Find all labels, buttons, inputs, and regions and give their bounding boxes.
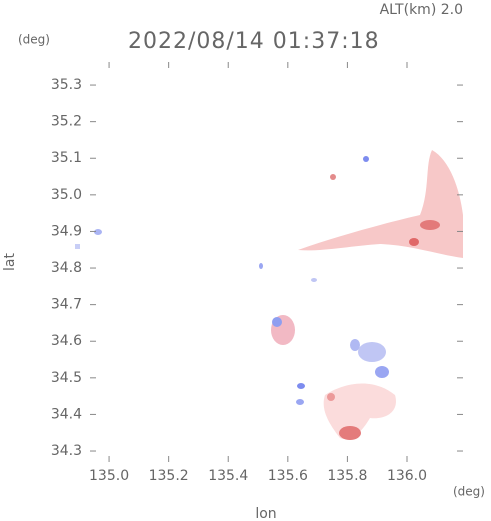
echo-cell (330, 174, 336, 180)
y-tick-label: 34.8 (51, 260, 82, 276)
y-tick-label: 34.9 (51, 223, 82, 239)
x-tick-label: 135.2 (149, 468, 189, 484)
echo-core (409, 238, 419, 246)
echo-cell (297, 383, 305, 389)
y-tick-label: 34.5 (51, 370, 82, 386)
echo-cell (296, 399, 304, 405)
y-unit: (deg) (18, 33, 50, 47)
echo-cell (358, 342, 386, 362)
x-tick-label: 135.8 (327, 468, 367, 484)
echo-cell (363, 156, 369, 162)
echo-region (323, 383, 396, 440)
y-tick-label: 34.7 (51, 297, 82, 313)
echo-cell (311, 278, 317, 282)
y-tick-label: 35.3 (51, 77, 82, 93)
echo-cell (94, 229, 102, 235)
x-tick-label: 135.4 (208, 468, 248, 484)
x-unit: (deg) (453, 485, 485, 499)
echo-core (339, 426, 361, 440)
x-tick-label: 135.0 (89, 468, 129, 484)
y-tick-label: 35.0 (51, 187, 82, 203)
echo-core (327, 393, 335, 401)
echo-cell (350, 339, 360, 351)
y-axis-label: lat (2, 253, 18, 271)
echo-core (420, 220, 440, 230)
x-tick-label: 135.6 (268, 468, 308, 484)
y-tick-label: 34.3 (51, 443, 82, 459)
altitude-label: ALT(km) 2.0 (380, 2, 463, 18)
timestamp: 2022/08/14 01:37:18 (128, 29, 380, 54)
echo-cell (75, 244, 80, 249)
y-tick-label: 35.1 (51, 150, 82, 166)
echo-region (298, 150, 463, 258)
y-tick-label: 35.2 (51, 114, 82, 130)
echo-cell (259, 263, 263, 269)
axes: 135.0 135.2 135.4 135.6 135.8 136.0 34.3 34.4 34… (51, 62, 463, 484)
y-tick-label: 34.6 (51, 333, 82, 349)
echo-cell (375, 366, 389, 378)
y-tick-label: 34.4 (51, 406, 82, 422)
echo-blobs (75, 150, 463, 440)
echo-cell (272, 317, 282, 327)
x-axis-label: lon (255, 506, 276, 521)
x-tick-label: 136.0 (387, 468, 427, 484)
